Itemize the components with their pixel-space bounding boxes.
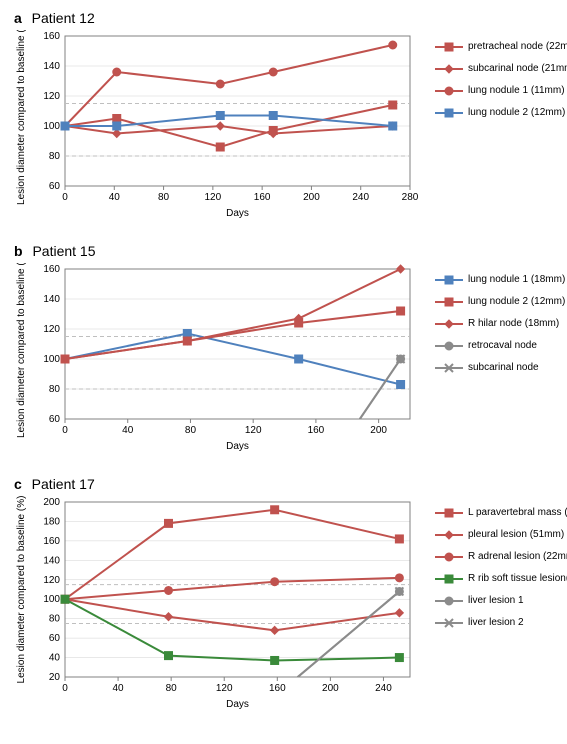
legend-label: R rib soft tissue lesion(65mm) [468, 568, 567, 590]
legend-item: pleural lesion (51mm) [435, 524, 567, 546]
svg-text:80: 80 [166, 683, 178, 694]
svg-text:80: 80 [49, 614, 61, 625]
legend-label: liver lesion 1 [468, 590, 524, 612]
panel-c: c Patient 17 20 40 60 80 100 120 140 160 180 200 0… [10, 476, 557, 716]
legend-label: subcarinal node [468, 357, 539, 379]
svg-text:140: 140 [43, 555, 60, 566]
svg-text:200: 200 [370, 425, 387, 436]
svg-text:Lesion diameter compared to ba: Lesion diameter compared to baseline (%) [16, 30, 27, 205]
svg-text:120: 120 [43, 324, 60, 335]
panel-b: b Patient 15 60 80 100 120 140 160 0 40 80 120 160… [10, 243, 557, 458]
svg-text:0: 0 [62, 425, 68, 436]
svg-text:40: 40 [113, 683, 125, 694]
svg-text:160: 160 [43, 536, 60, 547]
svg-text:140: 140 [43, 61, 60, 72]
legend-item: pretracheal node (22mm) [435, 36, 567, 58]
chart-svg: 60 80 100 120 140 160 0 40 80 120 160 200 Days Lesion… [10, 263, 425, 453]
svg-text:80: 80 [185, 425, 197, 436]
svg-text:120: 120 [205, 192, 222, 203]
svg-text:240: 240 [352, 192, 369, 203]
svg-text:160: 160 [254, 192, 271, 203]
svg-text:80: 80 [158, 192, 170, 203]
legend: pretracheal node (22mm) subcarinal node … [425, 30, 567, 124]
svg-text:60: 60 [49, 633, 61, 644]
svg-text:Lesion diameter compared to ba: Lesion diameter compared to baseline (%) [16, 496, 27, 683]
legend-label: retrocaval node [468, 335, 537, 357]
legend-label: liver lesion 2 [468, 612, 524, 634]
legend-label: pleural lesion (51mm) [468, 524, 564, 546]
legend-item: lung nodule 1 (18mm) [435, 269, 565, 291]
svg-text:100: 100 [43, 594, 60, 605]
panel-a: a Patient 12 60 80 100 120 140 160 0 40 80 120 160… [10, 10, 557, 225]
svg-text:280: 280 [402, 192, 419, 203]
svg-text:200: 200 [303, 192, 320, 203]
chart-area: 60 80 100 120 140 160 0 40 80 120 160 200 240 280 Days… [10, 30, 425, 225]
legend-label: pretracheal node (22mm) [468, 36, 567, 58]
legend-label: lung nodule 1 (11mm) [468, 80, 565, 102]
svg-text:160: 160 [308, 425, 325, 436]
svg-text:20: 20 [49, 672, 61, 683]
svg-text:200: 200 [322, 683, 339, 694]
svg-text:120: 120 [43, 575, 60, 586]
legend-item: R adrenal lesion (22mm) [435, 546, 567, 568]
svg-text:120: 120 [216, 683, 233, 694]
legend-item: lung nodule 2 (12mm) [435, 102, 567, 124]
legend-label: subcarinal node (21mm) [468, 58, 567, 80]
panel-title: c Patient 17 [14, 476, 557, 492]
legend-label: L paravertebral mass (14mm) [468, 502, 567, 524]
svg-text:240: 240 [375, 683, 392, 694]
legend-item: liver lesion 2 [435, 612, 567, 634]
panel-title: b Patient 15 [14, 243, 557, 259]
legend-item: subcarinal node (21mm) [435, 58, 567, 80]
legend-item: R hilar node (18mm) [435, 313, 565, 335]
svg-text:0: 0 [62, 192, 68, 203]
svg-text:80: 80 [49, 384, 61, 395]
legend-label: lung nodule 1 (18mm) [468, 269, 565, 291]
svg-text:180: 180 [43, 516, 60, 527]
svg-text:120: 120 [245, 425, 262, 436]
legend-item: R rib soft tissue lesion(65mm) [435, 568, 567, 590]
legend-item: subcarinal node [435, 357, 565, 379]
svg-text:40: 40 [122, 425, 134, 436]
legend-label: lung nodule 2 (12mm) [468, 102, 565, 124]
svg-text:160: 160 [43, 264, 60, 275]
svg-text:40: 40 [109, 192, 121, 203]
svg-text:100: 100 [43, 121, 60, 132]
svg-text:100: 100 [43, 354, 60, 365]
svg-text:0: 0 [62, 683, 68, 694]
svg-text:40: 40 [49, 653, 61, 664]
legend-item: liver lesion 1 [435, 590, 567, 612]
svg-text:Lesion diameter compared to ba: Lesion diameter compared to baseline (%) [16, 263, 27, 438]
legend-item: retrocaval node [435, 335, 565, 357]
svg-text:160: 160 [269, 683, 286, 694]
legend-item: lung nodule 2 (12mm) [435, 291, 565, 313]
svg-text:80: 80 [49, 151, 61, 162]
chart-area: 60 80 100 120 140 160 0 40 80 120 160 200 Days Lesion… [10, 263, 425, 458]
svg-text:Days: Days [226, 208, 249, 219]
legend-label: R hilar node (18mm) [468, 313, 559, 335]
legend-label: R adrenal lesion (22mm) [468, 546, 567, 568]
svg-text:140: 140 [43, 294, 60, 305]
svg-text:120: 120 [43, 91, 60, 102]
legend-item: lung nodule 1 (11mm) [435, 80, 567, 102]
chart-svg: 60 80 100 120 140 160 0 40 80 120 160 200 240 280 Days… [10, 30, 425, 220]
legend: L paravertebral mass (14mm) pleural lesi… [425, 496, 567, 634]
svg-text:60: 60 [49, 181, 61, 192]
chart-svg: 20 40 60 80 100 120 140 160 180 200 0 40 80 120 160 200… [10, 496, 425, 711]
svg-text:160: 160 [43, 31, 60, 42]
svg-text:60: 60 [49, 414, 61, 425]
legend-label: lung nodule 2 (12mm) [468, 291, 565, 313]
svg-text:200: 200 [43, 497, 60, 508]
legend-item: L paravertebral mass (14mm) [435, 502, 567, 524]
svg-text:Days: Days [226, 699, 249, 710]
panel-title: a Patient 12 [14, 10, 557, 26]
legend: lung nodule 1 (18mm) lung nodule 2 (12mm… [425, 263, 565, 379]
chart-area: 20 40 60 80 100 120 140 160 180 200 0 40 80 120 160 200… [10, 496, 425, 716]
svg-text:Days: Days [226, 441, 249, 452]
